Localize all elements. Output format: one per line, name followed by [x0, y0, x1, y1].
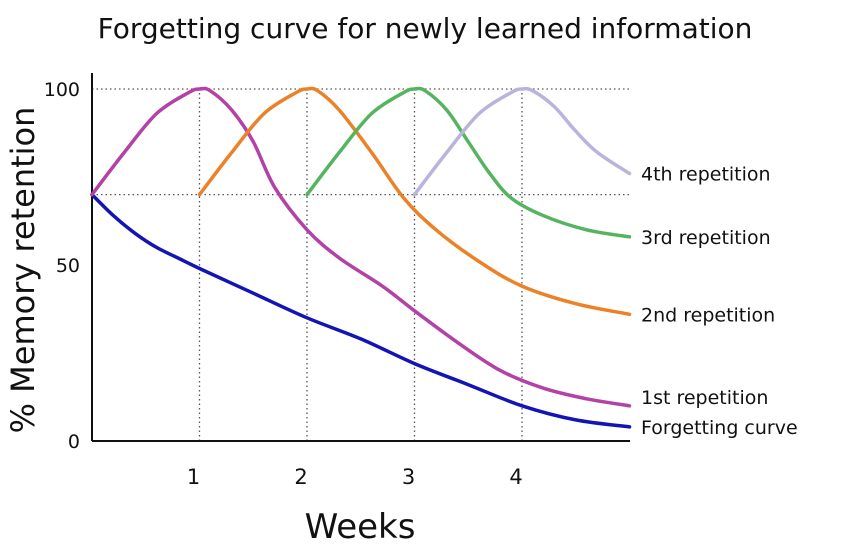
series-line-1st-repetition [90, 86, 632, 408]
tick-labels: 1 2 3 4 0 50 100 [44, 79, 523, 489]
y-tick-label: 0 [68, 431, 80, 453]
y-tick-label: 100 [44, 79, 80, 101]
y-tick-label: 50 [56, 255, 80, 277]
series-labels: Forgetting curve 1st repetition 2nd repeti… [641, 163, 798, 438]
series-line-4th-repetition [412, 86, 632, 197]
x-tick-label: 1 [187, 465, 200, 489]
series-lines [90, 86, 632, 429]
chart-title: Forgetting curve for newly learned infor… [98, 12, 753, 45]
series-line-forgetting-curve [90, 192, 632, 429]
series-label-2nd-repetition: 2nd repetition [641, 304, 775, 326]
y-axis-label: % Memory retention [4, 107, 42, 434]
x-tick-label: 2 [294, 465, 307, 489]
series-label-4th-repetition: 4th repetition [641, 163, 771, 185]
series-label-1st-repetition: 1st repetition [641, 387, 768, 409]
series-label-3rd-repetition: 3rd repetition [641, 227, 771, 249]
series-line-2nd-repetition [197, 86, 632, 317]
series-label-forgetting-curve: Forgetting curve [641, 417, 798, 439]
axes [91, 73, 630, 442]
guide-lines [92, 88, 630, 441]
series-line-3rd-repetition [305, 86, 632, 239]
x-tick-label: 4 [509, 465, 522, 489]
x-tick-label: 3 [402, 465, 415, 489]
x-axis-label: Weeks [305, 507, 416, 547]
